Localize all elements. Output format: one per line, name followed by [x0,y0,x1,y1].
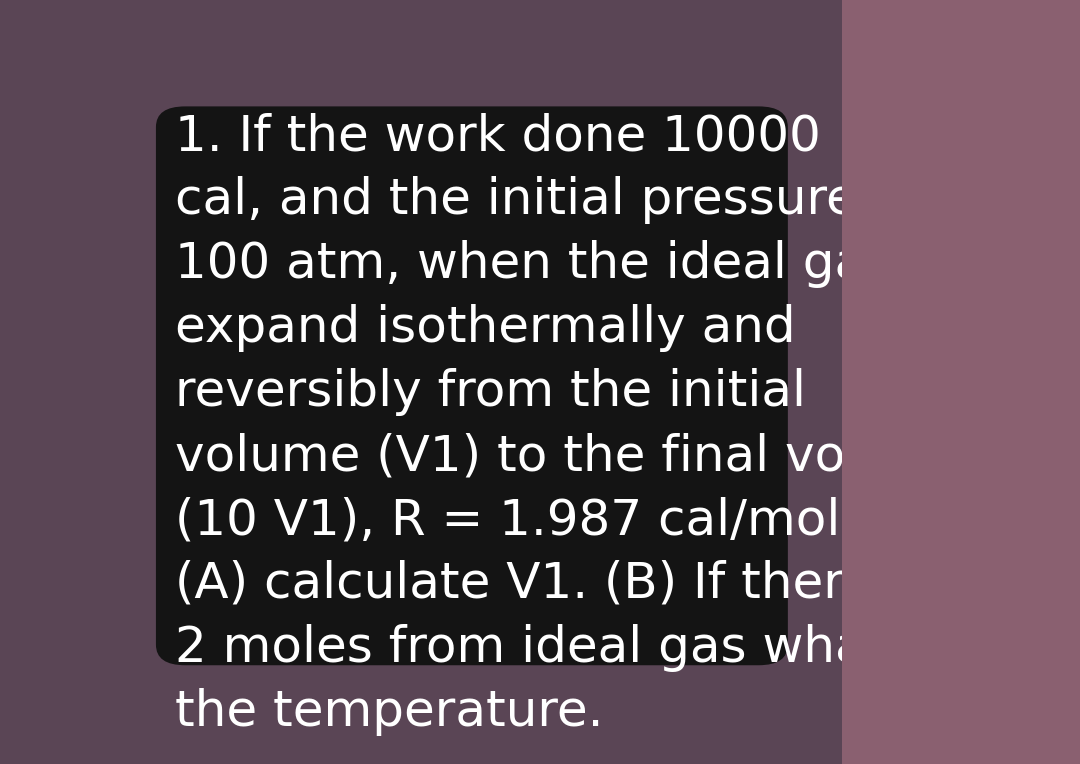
FancyBboxPatch shape [156,106,788,665]
FancyBboxPatch shape [842,0,1080,764]
Text: 1. If the work done 10000
cal, and the initial pressure
100 atm, when the ideal : 1. If the work done 10000 cal, and the i… [175,112,971,736]
